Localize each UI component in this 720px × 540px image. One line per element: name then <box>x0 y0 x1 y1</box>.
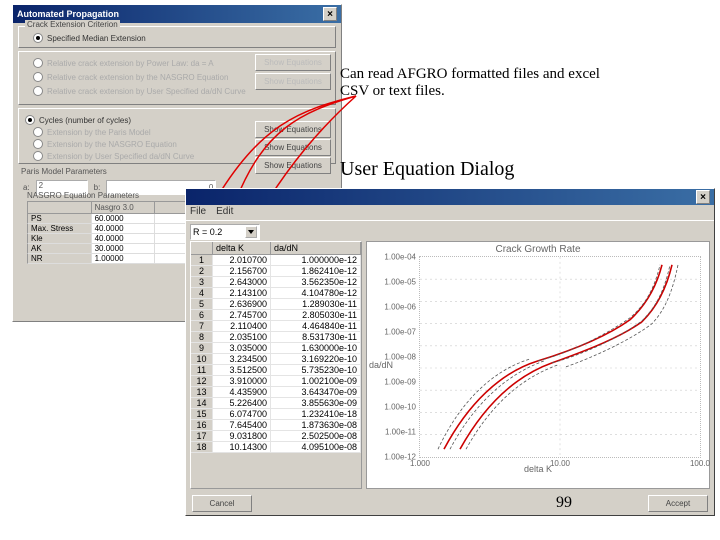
radio-icon <box>33 72 43 82</box>
data-table-pane: delta K da/dN 12.0107001.000000e-1222.15… <box>190 241 362 489</box>
table-row[interactable]: 103.2345003.169220e-10 <box>191 354 361 365</box>
chart-area: 1.00e-041.00e-051.00e-061.00e-071.00e-08… <box>419 256 701 458</box>
ytick: 1.00e-04 <box>384 253 416 262</box>
ytick: 1.00e-09 <box>384 378 416 387</box>
radio-icon <box>33 139 43 149</box>
table-row[interactable]: 42.1431004.104780e-12 <box>191 288 361 299</box>
table-row[interactable]: 93.0350001.630000e-10 <box>191 343 361 354</box>
menu-edit[interactable]: Edit <box>216 206 233 219</box>
table-row[interactable]: 22.1567001.862410e-12 <box>191 266 361 277</box>
xtick: 10.00 <box>550 459 570 468</box>
table-row[interactable]: 62.7457002.805030e-11 <box>191 310 361 321</box>
show-eq-button[interactable]: Show Equations <box>255 54 331 71</box>
table-row[interactable]: 82.0351008.531730e-11 <box>191 332 361 343</box>
table-row[interactable]: 72.1104004.464840e-11 <box>191 321 361 332</box>
chevron-down-icon <box>245 226 257 238</box>
ytick: 1.00e-10 <box>384 403 416 412</box>
cancel-button[interactable]: Cancel <box>192 495 252 512</box>
ytick: 1.00e-07 <box>384 328 416 337</box>
crack-ext-group: Crack Extension Criterion Specified Medi… <box>18 26 336 48</box>
sub-group-2: Cycles (number of cycles) Extension by t… <box>18 108 336 164</box>
front-titlebar[interactable]: × <box>186 189 714 205</box>
ytick: 1.00e-08 <box>384 353 416 362</box>
radio-icon <box>33 127 43 137</box>
table-row[interactable]: 134.4359003.643470e-09 <box>191 387 361 398</box>
ytick: 1.00e-06 <box>384 303 416 312</box>
show-eq-button[interactable]: Show Equations <box>255 73 331 90</box>
annotation-text-1: Can read AFGRO formatted files and excel… <box>340 66 600 99</box>
radio-icon <box>33 33 43 43</box>
show-eq-button[interactable]: Show Equations <box>255 121 331 138</box>
xtick: 1.000 <box>410 459 430 468</box>
table-row[interactable]: 12.0107001.000000e-12 <box>191 255 361 266</box>
user-equation-dialog: × File Edit R = 0.2 delta K da/dN 12.010… <box>185 188 715 516</box>
table-row[interactable]: 32.6430003.562350e-12 <box>191 277 361 288</box>
dialog-footer: Cancel Accept <box>186 491 714 515</box>
accept-button[interactable]: Accept <box>648 495 708 512</box>
table-row[interactable]: 1810.143004.095100e-08 <box>191 442 361 453</box>
chart-pane: Crack Growth Rate da/dN delta K 1.00e-04… <box>366 241 710 489</box>
xtick: 100.0 <box>690 459 710 468</box>
table-row[interactable]: 156.0747001.232410e-18 <box>191 409 361 420</box>
radio-icon <box>33 151 43 161</box>
dropdown-row: R = 0.2 <box>186 221 714 243</box>
menu-file[interactable]: File <box>190 206 206 219</box>
table-row[interactable]: 145.2264003.855630e-09 <box>191 398 361 409</box>
front-body: delta K da/dN 12.0107001.000000e-1222.15… <box>186 241 714 489</box>
table-row[interactable]: 167.6454001.873630e-08 <box>191 420 361 431</box>
sub-group-1: Relative crack extension by Power Law: d… <box>18 51 336 105</box>
table-row[interactable]: 113.5125005.735230e-10 <box>191 365 361 376</box>
radio-icon <box>25 115 35 125</box>
show-eq-button[interactable]: Show Equations <box>255 157 331 174</box>
ytick: 1.00e-05 <box>384 278 416 287</box>
page-number: 99 <box>556 494 572 512</box>
radio-icon <box>33 58 43 68</box>
annotation-text-2: User Equation Dialog <box>340 158 514 181</box>
radio-median-ext[interactable]: Specified Median Extension <box>33 33 331 43</box>
radio-icon <box>33 86 43 96</box>
group-title: Crack Extension Criterion <box>25 20 120 29</box>
chart-title: Crack Growth Rate <box>367 244 709 255</box>
back-title: Automated Propagation <box>17 9 119 19</box>
chart-ylabel: da/dN <box>369 360 393 370</box>
show-eq-button[interactable]: Show Equations <box>255 139 331 156</box>
close-icon[interactable]: × <box>323 7 337 21</box>
menubar: File Edit <box>186 205 714 221</box>
data-table-header: delta K da/dN <box>191 242 361 255</box>
table-row[interactable]: 123.9100001.002100e-09 <box>191 376 361 387</box>
close-icon[interactable]: × <box>696 190 710 204</box>
table-row[interactable]: 179.0318002.502500e-08 <box>191 431 361 442</box>
ytick: 1.00e-11 <box>385 428 416 437</box>
r-dropdown[interactable]: R = 0.2 <box>190 224 260 240</box>
table-row[interactable]: 52.6369001.289030e-11 <box>191 299 361 310</box>
